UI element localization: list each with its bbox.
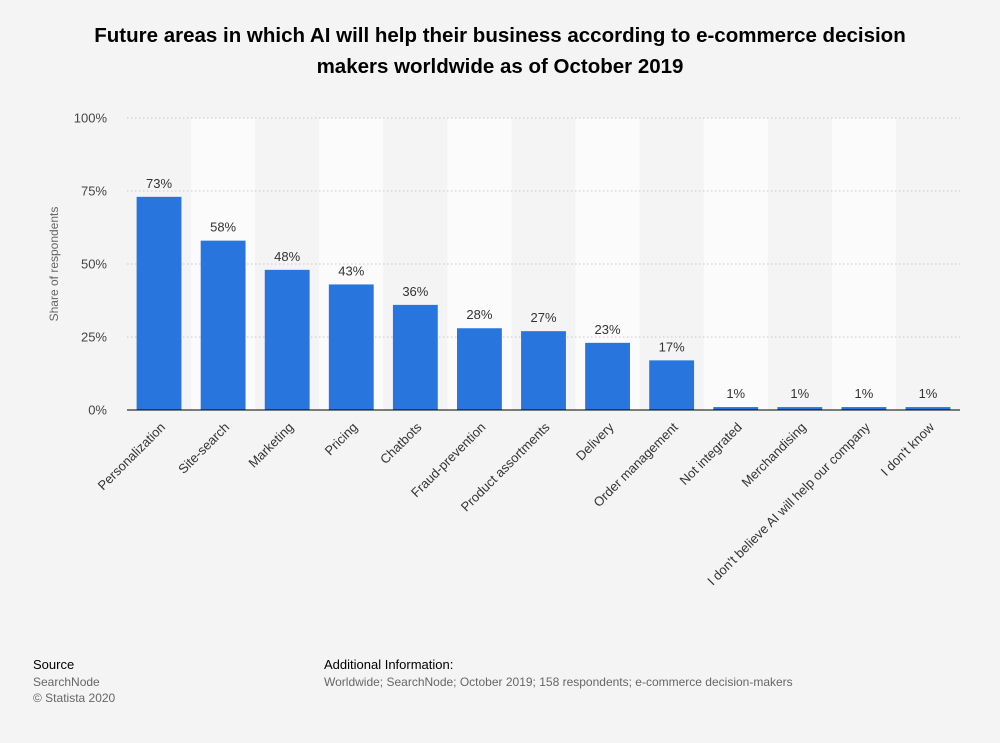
bar — [200, 240, 246, 410]
bar — [649, 360, 695, 410]
bar — [264, 269, 310, 410]
value-label: 73% — [146, 176, 172, 191]
value-label: 1% — [790, 386, 809, 401]
value-label: 17% — [659, 339, 685, 354]
x-tick-label: Delivery — [573, 419, 617, 463]
bars — [136, 196, 951, 410]
value-labels: 73% 58% 48% 43% 36% 28% 27% 23% 17% 1% 1% 1% 1% — [146, 176, 938, 401]
value-label: 28% — [466, 307, 492, 322]
value-label: 43% — [338, 263, 364, 278]
x-tick-label: Marketing — [245, 420, 296, 471]
source-name: SearchNode — [33, 675, 100, 689]
value-label: 1% — [726, 386, 745, 401]
y-tick-label: 100% — [74, 111, 108, 126]
value-label: 1% — [854, 386, 873, 401]
x-tick-label: Not integrated — [676, 420, 744, 488]
bar — [392, 304, 438, 410]
source-heading: Source — [33, 657, 75, 672]
value-label: 48% — [274, 249, 300, 264]
y-axis-ticks: 0% 25% 50% 75% 100% — [74, 111, 108, 418]
x-tick-label: Personalization — [95, 420, 168, 493]
bar — [713, 407, 759, 410]
value-label: 36% — [402, 284, 428, 299]
bar — [841, 407, 887, 410]
additional-info-text: Worldwide; SearchNode; October 2019; 158… — [324, 675, 793, 689]
y-tick-label: 0% — [88, 403, 107, 418]
bar — [777, 407, 823, 410]
value-label: 58% — [210, 220, 236, 235]
value-label: 23% — [595, 322, 621, 337]
bar — [328, 284, 374, 410]
x-tick-label: I don't know — [878, 419, 938, 479]
x-axis-labels: Personalization Site-search Marketing Prici… — [95, 419, 938, 588]
y-axis-label: Share of respondents — [47, 207, 61, 322]
bar — [905, 407, 951, 410]
x-tick-label: Site-search — [175, 420, 232, 477]
x-tick-label: Merchandising — [739, 420, 809, 490]
y-tick-label: 25% — [81, 330, 107, 345]
additional-info-heading: Additional Information: — [324, 657, 454, 672]
copyright-text: © Statista 2020 — [33, 691, 116, 705]
value-label: 1% — [919, 386, 938, 401]
x-tick-label: Chatbots — [377, 419, 425, 467]
bar — [136, 196, 182, 410]
bar — [585, 342, 631, 410]
x-tick-label: Pricing — [322, 420, 361, 459]
bar — [521, 331, 566, 410]
y-tick-label: 50% — [81, 257, 107, 272]
chart-title: Future areas in which AI will help their… — [94, 24, 906, 78]
bar — [456, 328, 502, 410]
value-label: 27% — [530, 310, 556, 325]
y-tick-label: 75% — [81, 184, 107, 199]
